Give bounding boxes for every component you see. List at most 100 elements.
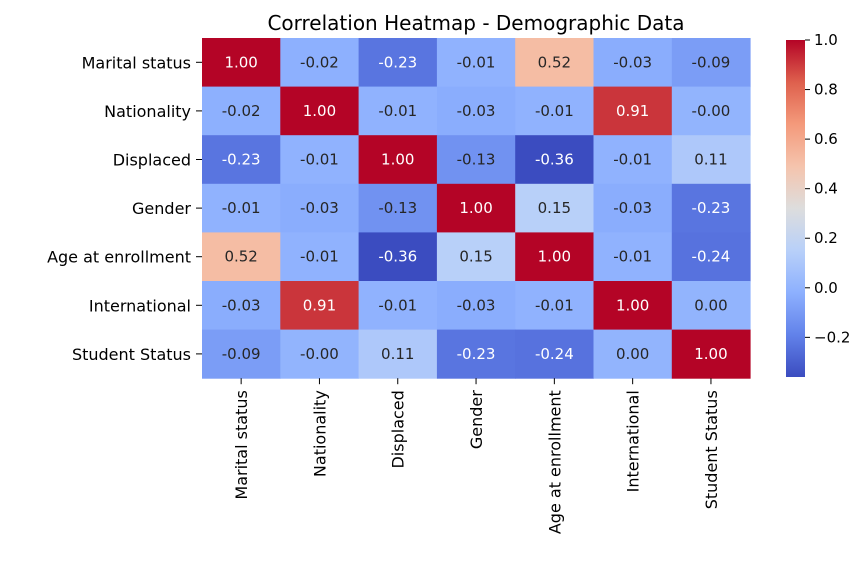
heatmap-cell-label: -0.03 bbox=[457, 102, 496, 120]
heatmap-cell-label: 0.52 bbox=[224, 248, 257, 266]
heatmap-cell-label: -0.36 bbox=[378, 248, 417, 266]
heatmap-cell-label: -0.01 bbox=[222, 199, 261, 217]
heatmap-cell-label: -0.03 bbox=[300, 199, 339, 217]
heatmap-cell bbox=[436, 38, 516, 88]
heatmap-cell-label: 0.15 bbox=[538, 199, 571, 217]
heatmap-cell bbox=[515, 281, 594, 331]
heatmap-cell-label: 1.00 bbox=[303, 102, 336, 120]
heatmap-cell-label: -0.01 bbox=[535, 102, 574, 120]
heatmap-cell-label: 0.91 bbox=[303, 296, 336, 314]
heatmap-cell-label: -0.01 bbox=[300, 151, 339, 169]
x-tick-label: International bbox=[624, 390, 643, 492]
heatmap-cell-label: 0.11 bbox=[381, 345, 414, 363]
heatmap-cell-label: 1.00 bbox=[694, 345, 727, 363]
heatmap-cell-label: -0.09 bbox=[692, 53, 731, 71]
x-tick-label: Nationality bbox=[310, 390, 329, 477]
heatmap-cell-label: 0.00 bbox=[694, 296, 727, 314]
colorbar-tick-label: 0.0 bbox=[814, 279, 838, 297]
colorbar-tick-label: 0.2 bbox=[814, 229, 838, 247]
heatmap-cell bbox=[358, 183, 438, 233]
heatmap-cell bbox=[358, 135, 438, 185]
heatmap-cell bbox=[436, 135, 516, 185]
heatmap-cell bbox=[202, 232, 281, 282]
heatmap-cell-label: -0.03 bbox=[222, 296, 261, 314]
y-tick-label: Age at enrollment bbox=[47, 248, 191, 267]
heatmap-cell bbox=[358, 232, 438, 282]
chart-title: Correlation Heatmap - Demographic Data bbox=[267, 11, 684, 35]
y-tick-label: Displaced bbox=[113, 151, 191, 170]
heatmap-cell bbox=[436, 86, 516, 136]
heatmap-cell bbox=[202, 183, 281, 233]
heatmap-cell-label: -0.01 bbox=[457, 53, 496, 71]
y-tick-label: International bbox=[89, 296, 191, 315]
heatmap-cell bbox=[593, 86, 673, 136]
heatmap-cell bbox=[515, 86, 594, 136]
heatmap-cell bbox=[280, 86, 360, 136]
colorbar-tick-label: 0.6 bbox=[814, 130, 838, 148]
heatmap-cell bbox=[515, 135, 594, 185]
heatmap-cell-label: -0.24 bbox=[535, 345, 574, 363]
heatmap-cell-label: -0.23 bbox=[378, 53, 417, 71]
heatmap-cell-label: -0.13 bbox=[378, 199, 417, 217]
heatmap-cell bbox=[515, 329, 594, 379]
y-tick-label: Student Status bbox=[72, 345, 191, 364]
heatmap-cell bbox=[202, 38, 281, 88]
heatmap-cell-label: -0.23 bbox=[457, 345, 496, 363]
y-tick-label: Gender bbox=[132, 199, 191, 218]
heatmap-cells: 1.00 -0.02 -0.23 -0.01 0.52 -0.03 -0.09 -0.02 1.… bbox=[202, 38, 751, 379]
heatmap-cell-label: 0.15 bbox=[459, 248, 492, 266]
heatmap-cell bbox=[202, 135, 281, 185]
heatmap-cell bbox=[671, 86, 751, 136]
heatmap-cell bbox=[202, 86, 281, 136]
heatmap-cell bbox=[671, 135, 751, 185]
heatmap-cell bbox=[593, 38, 673, 88]
heatmap-cell bbox=[593, 329, 673, 379]
heatmap-cell-label: 1.00 bbox=[538, 248, 571, 266]
heatmap-cell-label: -0.01 bbox=[300, 248, 339, 266]
heatmap-cell bbox=[358, 281, 438, 331]
heatmap-cell bbox=[515, 183, 594, 233]
heatmap-cell bbox=[280, 232, 360, 282]
heatmap-cell bbox=[202, 281, 281, 331]
heatmap-cell bbox=[280, 329, 360, 379]
colorbar: 1.0 0.8 0.6 0.4 0.2 0.0 −0.2 bbox=[786, 31, 850, 377]
colorbar-tick-label: −0.2 bbox=[814, 328, 850, 346]
heatmap-cell bbox=[358, 38, 438, 88]
heatmap-cell bbox=[593, 232, 673, 282]
heatmap-cell bbox=[436, 281, 516, 331]
y-tick-label: Marital status bbox=[82, 53, 191, 72]
y-axis-tick-labels: Marital status Nationality Displaced Gender… bbox=[47, 53, 202, 364]
colorbar-gradient bbox=[786, 40, 805, 377]
colorbar-tick-label: 1.0 bbox=[814, 31, 838, 49]
x-tick-label: Student Status bbox=[702, 390, 721, 509]
heatmap-cell bbox=[671, 329, 751, 379]
colorbar-tick-label: 0.4 bbox=[814, 180, 838, 198]
heatmap-cell-label: 0.00 bbox=[616, 345, 649, 363]
heatmap-cell-label: -0.01 bbox=[613, 248, 652, 266]
colorbar-tick-label: 0.8 bbox=[814, 81, 838, 99]
heatmap-cell-label: 1.00 bbox=[224, 53, 257, 71]
heatmap-cell bbox=[436, 232, 516, 282]
y-tick-label: Nationality bbox=[104, 102, 191, 121]
heatmap-cell-label: -0.01 bbox=[378, 102, 417, 120]
heatmap-cell bbox=[436, 329, 516, 379]
heatmap-cell bbox=[515, 38, 594, 88]
heatmap-cell-label: 1.00 bbox=[616, 296, 649, 314]
heatmap-cell bbox=[280, 135, 360, 185]
heatmap-cell bbox=[358, 329, 438, 379]
heatmap-cell-label: 1.00 bbox=[459, 199, 492, 217]
heatmap-cell-label: 0.52 bbox=[538, 53, 571, 71]
heatmap-cell bbox=[671, 38, 751, 88]
heatmap-cell-label: -0.00 bbox=[692, 102, 731, 120]
heatmap-cell-label: -0.13 bbox=[457, 151, 496, 169]
heatmap-cell-label: -0.03 bbox=[613, 199, 652, 217]
heatmap-cell bbox=[593, 183, 673, 233]
heatmap-cell bbox=[671, 281, 751, 331]
x-tick-label: Marital status bbox=[232, 390, 251, 499]
heatmap-cell bbox=[671, 183, 751, 233]
heatmap-cell-label: -0.09 bbox=[222, 345, 261, 363]
heatmap-cell bbox=[593, 281, 673, 331]
heatmap-cell-label: 1.00 bbox=[381, 151, 414, 169]
heatmap-cell bbox=[280, 38, 360, 88]
heatmap-cell-label: -0.36 bbox=[535, 151, 574, 169]
